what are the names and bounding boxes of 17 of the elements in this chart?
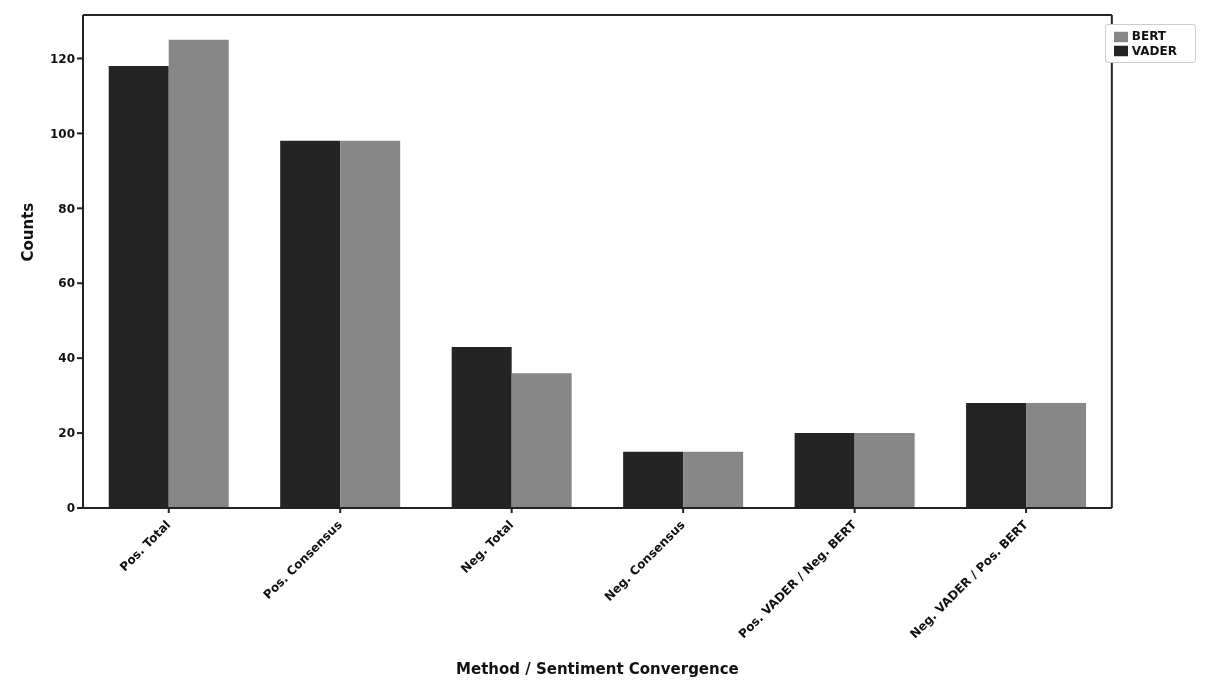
bar [168, 39, 229, 508]
bar [511, 373, 572, 508]
y-tick-label: 60 [58, 276, 75, 291]
y-tick-label: 0 [66, 501, 75, 516]
x-axis-title: Method / Sentiment Convergence [456, 660, 739, 678]
legend-label: BERT [1131, 29, 1167, 43]
y-tick-label: 40 [58, 351, 75, 366]
y-axis-title: Counts [19, 202, 38, 262]
legend-label: VADER [1131, 43, 1177, 58]
bar [683, 451, 744, 508]
bar [340, 140, 401, 508]
y-tick-label: 120 [49, 51, 75, 66]
bar [1026, 403, 1087, 508]
bar [854, 433, 915, 508]
y-tick-label: 100 [49, 126, 75, 141]
y-tick-label: 80 [58, 201, 75, 216]
y-tick-label: 20 [58, 426, 75, 441]
